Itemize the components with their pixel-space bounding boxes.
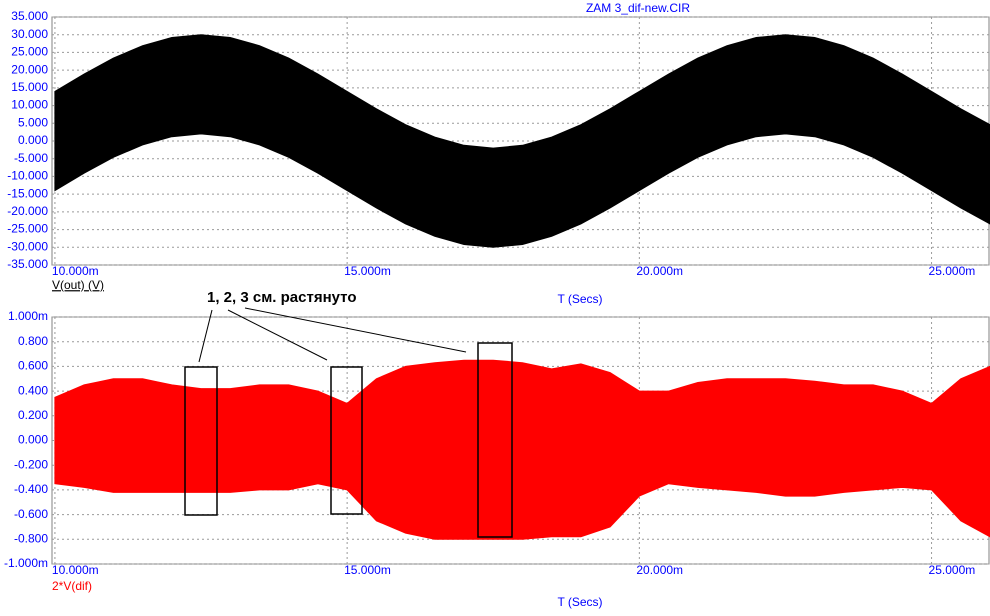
x-axis-label: T (Secs) xyxy=(557,292,602,306)
y-tick-label: 15.000 xyxy=(11,80,48,94)
y-tick-label: -0.800 xyxy=(14,531,48,545)
y-tick-label: 0.800 xyxy=(18,334,48,348)
y-tick-label: -5.000 xyxy=(14,151,48,165)
x-tick-label: 10.000m xyxy=(52,264,99,278)
y-tick-label: -35.000 xyxy=(7,257,48,271)
y-tick-label: 0.200 xyxy=(18,408,48,422)
x-tick-label: 20.000m xyxy=(636,264,683,278)
y-tick-label: -20.000 xyxy=(7,204,48,218)
y-tick-label: 1.000m xyxy=(8,309,48,323)
y-tick-label: 0.400 xyxy=(18,383,48,397)
y-tick-label: -30.000 xyxy=(7,239,48,253)
pointer-line xyxy=(198,309,213,363)
y-tick-label: 5.000 xyxy=(18,115,48,129)
y-tick-label: 30.000 xyxy=(11,27,48,41)
pointer-line xyxy=(227,309,328,361)
y-tick-label: -25.000 xyxy=(7,222,48,236)
pointer-line xyxy=(244,307,467,353)
y-tick-label: -0.200 xyxy=(14,457,48,471)
y-tick-label: 20.000 xyxy=(11,62,48,76)
y-tick-label: -0.400 xyxy=(14,482,48,496)
signal-band xyxy=(54,359,990,540)
annotation-group: 1, 2, 3 см. растянуто xyxy=(184,289,513,538)
y-tick-label: 10.000 xyxy=(11,98,48,112)
y-tick-label: -1.000m xyxy=(4,556,48,570)
zoom-box xyxy=(477,342,513,538)
x-axis-label: T (Secs) xyxy=(557,595,602,609)
zoom-box xyxy=(184,366,218,516)
y-tick-label: 0.000 xyxy=(18,133,48,147)
y-tick-label: -15.000 xyxy=(7,186,48,200)
y-tick-label: -10.000 xyxy=(7,169,48,183)
y-tick-label: 0.600 xyxy=(18,359,48,373)
y-tick-label: 25.000 xyxy=(11,45,48,59)
trace-label: V(out) (V) xyxy=(52,278,104,292)
x-tick-label: 10.000m xyxy=(52,563,99,577)
x-tick-label: 25.000m xyxy=(929,264,976,278)
signal-band xyxy=(54,34,990,248)
x-tick-label: 20.000m xyxy=(636,563,683,577)
x-tick-label: 15.000m xyxy=(344,563,391,577)
zoom-box xyxy=(330,366,363,515)
y-tick-label: 35.000 xyxy=(11,9,48,23)
y-tick-label: 0.000 xyxy=(18,433,48,447)
chart-title: ZAM 3_dif-new.CIR xyxy=(586,1,690,15)
x-tick-label: 25.000m xyxy=(929,563,976,577)
trace-label: 2*V(dif) xyxy=(52,579,92,593)
x-tick-label: 15.000m xyxy=(344,264,391,278)
y-tick-label: -0.600 xyxy=(14,507,48,521)
annotation: 1, 2, 3 см. растянуто xyxy=(207,289,356,306)
